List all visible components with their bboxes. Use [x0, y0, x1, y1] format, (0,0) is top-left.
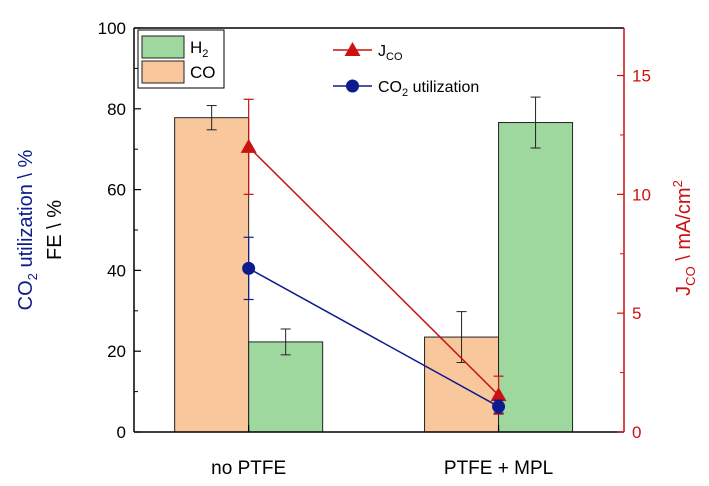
left-tick-label: 100: [98, 19, 126, 38]
point-triangle: [490, 387, 507, 402]
legend-label: CO: [190, 63, 216, 82]
legend-swatch: [141, 60, 185, 84]
legend-label: H2: [190, 38, 208, 60]
x-tick-label: PTFE + MPL: [444, 458, 553, 479]
series-line-co2: [248, 267, 499, 408]
point-circle: [242, 261, 256, 275]
point-triangle: [240, 138, 257, 153]
x-tick-label: no PTFE: [211, 458, 286, 479]
left-tick-label: 60: [107, 181, 126, 200]
right-tick-label: 15: [632, 67, 651, 86]
series-line-jco: [248, 146, 500, 396]
point-circle: [492, 400, 506, 414]
right-axis-label: JCO \ mA/cm2: [670, 180, 698, 296]
right-tick-label: 5: [632, 304, 641, 323]
bar-h2-0: [248, 341, 324, 433]
left-axis-label-utilization: CO2 utilization \ %: [15, 149, 40, 310]
left-tick-label: 20: [107, 342, 126, 361]
legend-label: CO2 utilization: [378, 79, 479, 99]
legend-marker-circle: [346, 79, 359, 93]
legend-marker-triangle: [344, 42, 361, 56]
left-axis-label-fe: FE \ %: [44, 200, 66, 260]
right-tick-label: 0: [632, 423, 641, 442]
left-tick-label: 40: [107, 261, 126, 280]
right-tick-label: 10: [632, 185, 651, 204]
left-tick-label: 80: [107, 100, 126, 119]
legend-swatch: [141, 35, 185, 59]
bar-co-0: [174, 117, 250, 433]
legend-label: JCO: [378, 43, 403, 63]
bar-h2-1: [498, 122, 574, 433]
left-tick-label: 0: [117, 423, 126, 442]
